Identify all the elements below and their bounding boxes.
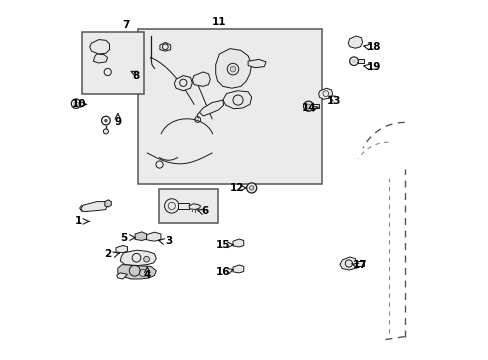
Text: 6: 6 bbox=[201, 206, 208, 216]
Text: 12: 12 bbox=[229, 183, 244, 193]
Circle shape bbox=[164, 199, 179, 213]
Circle shape bbox=[303, 101, 313, 111]
Text: 17: 17 bbox=[352, 260, 366, 270]
Text: 11: 11 bbox=[212, 17, 226, 27]
Polygon shape bbox=[215, 49, 251, 88]
Bar bbox=[159, 189, 218, 223]
Polygon shape bbox=[247, 59, 265, 68]
Polygon shape bbox=[160, 42, 170, 51]
Circle shape bbox=[104, 68, 111, 76]
Circle shape bbox=[349, 57, 358, 66]
Polygon shape bbox=[93, 54, 107, 63]
Circle shape bbox=[143, 256, 149, 262]
Circle shape bbox=[104, 119, 107, 122]
Circle shape bbox=[246, 183, 256, 193]
Text: 7: 7 bbox=[122, 20, 130, 30]
Text: 19: 19 bbox=[366, 62, 381, 72]
Polygon shape bbox=[118, 265, 156, 279]
Text: 1: 1 bbox=[75, 216, 82, 226]
Polygon shape bbox=[199, 100, 223, 116]
Bar bbox=[82, 32, 143, 94]
Circle shape bbox=[351, 59, 355, 63]
Bar bbox=[178, 203, 189, 209]
Polygon shape bbox=[89, 40, 109, 54]
Polygon shape bbox=[117, 273, 127, 279]
Bar bbox=[355, 261, 363, 266]
Polygon shape bbox=[104, 200, 111, 207]
Text: 3: 3 bbox=[165, 236, 172, 246]
Polygon shape bbox=[146, 232, 161, 241]
Polygon shape bbox=[116, 246, 127, 253]
Text: 18: 18 bbox=[366, 42, 381, 52]
Text: 15: 15 bbox=[215, 240, 230, 250]
Polygon shape bbox=[318, 88, 332, 99]
Polygon shape bbox=[223, 91, 251, 109]
Polygon shape bbox=[120, 250, 156, 266]
Text: 10: 10 bbox=[72, 99, 86, 109]
Bar bbox=[138, 29, 321, 184]
Polygon shape bbox=[135, 232, 146, 240]
Text: 9: 9 bbox=[114, 117, 121, 127]
Circle shape bbox=[103, 129, 108, 134]
Text: 14: 14 bbox=[302, 103, 316, 113]
Text: 13: 13 bbox=[326, 96, 341, 106]
Circle shape bbox=[230, 66, 235, 72]
Polygon shape bbox=[232, 265, 244, 273]
Polygon shape bbox=[189, 204, 200, 210]
Text: 8: 8 bbox=[132, 71, 139, 81]
Bar bbox=[357, 59, 363, 63]
Text: 2: 2 bbox=[104, 249, 111, 259]
Polygon shape bbox=[81, 202, 107, 212]
Circle shape bbox=[249, 186, 253, 190]
Polygon shape bbox=[192, 72, 210, 86]
Bar bbox=[312, 104, 318, 108]
Text: 4: 4 bbox=[143, 270, 151, 280]
Polygon shape bbox=[347, 36, 362, 48]
Polygon shape bbox=[232, 239, 244, 247]
Circle shape bbox=[306, 104, 310, 108]
Polygon shape bbox=[174, 76, 192, 91]
Text: 16: 16 bbox=[215, 267, 230, 277]
Text: 5: 5 bbox=[120, 233, 127, 243]
Polygon shape bbox=[339, 257, 356, 270]
